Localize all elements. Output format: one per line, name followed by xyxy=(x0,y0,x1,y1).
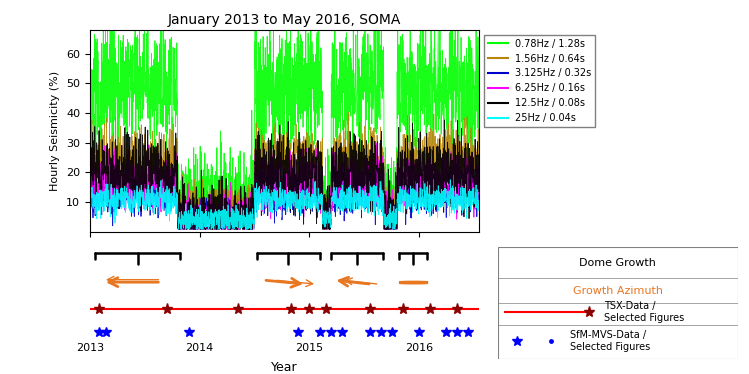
FancyBboxPatch shape xyxy=(498,247,738,359)
Text: Dome Growth: Dome Growth xyxy=(580,258,656,267)
Text: 2015: 2015 xyxy=(295,343,324,353)
Text: Growth Azimuth: Growth Azimuth xyxy=(573,286,663,295)
Text: Year: Year xyxy=(271,361,298,374)
Text: 2013: 2013 xyxy=(76,343,104,353)
Text: TSX-Data /
Selected Figures: TSX-Data / Selected Figures xyxy=(604,301,684,323)
Text: SfM-MVS-Data /
Selected Figures: SfM-MVS-Data / Selected Figures xyxy=(570,330,650,352)
Legend: 0.78Hz / 1.28s, 1.56Hz / 0.64s, 3.125Hz / 0.32s, 6.25Hz / 0.16s, 12.5Hz / 0.08s,: 0.78Hz / 1.28s, 1.56Hz / 0.64s, 3.125Hz … xyxy=(484,35,595,127)
Title: January 2013 to May 2016, SOMA: January 2013 to May 2016, SOMA xyxy=(168,13,401,27)
Text: 2014: 2014 xyxy=(186,343,213,353)
Y-axis label: Hourly Seismicity (%): Hourly Seismicity (%) xyxy=(50,71,61,191)
Text: 2016: 2016 xyxy=(405,343,433,353)
